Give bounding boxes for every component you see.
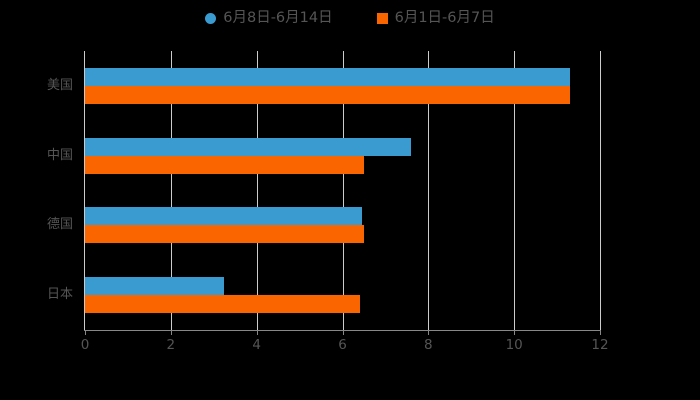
y-axis-category-labels: 美国 中国 德国 日本	[0, 51, 73, 330]
x-tick-label-4: 4	[252, 337, 261, 353]
bar-0-series-2[interactable]	[85, 85, 570, 104]
x-tick-label-6: 6	[338, 337, 347, 353]
y-axis-label-0: 美国	[46, 77, 73, 93]
bar-group-2	[85, 207, 600, 244]
gridline-6	[342, 51, 344, 330]
bar-0-series-1[interactable]	[85, 67, 570, 86]
x-tick-label-10: 10	[505, 337, 523, 353]
bar-2-series-1[interactable]	[85, 207, 362, 226]
gridline-10	[514, 51, 516, 330]
bar-3-series-2[interactable]	[85, 295, 360, 314]
legend-label-series-1: 6月8日-6月14日	[223, 9, 333, 26]
x-tick-8	[428, 330, 430, 335]
y-axis-label-1: 中国	[46, 147, 73, 163]
gridline-4	[256, 51, 258, 330]
legend-item-series-1[interactable]: 6月8日-6月14日	[205, 9, 333, 26]
gridline-8	[428, 51, 430, 330]
plot-area: 0 2 4 6 8 10 12	[81, 51, 609, 352]
gridline-2	[170, 51, 172, 330]
bar-1-series-1[interactable]	[85, 137, 412, 156]
x-tick-label-0: 0	[80, 337, 90, 353]
legend-circle-marker-icon	[205, 12, 217, 24]
x-tick-label-2: 2	[166, 337, 176, 353]
x-tick-4	[256, 330, 258, 335]
x-axis-line	[84, 330, 600, 331]
legend-square-marker-icon	[376, 12, 388, 24]
legend-label-series-2: 6月1日-6月7日	[394, 9, 495, 26]
bar-1-series-2[interactable]	[85, 155, 364, 174]
y-axis-line	[84, 51, 85, 330]
x-tick-label-12: 12	[591, 337, 609, 353]
x-tick-0	[85, 330, 86, 335]
bar-group-3	[85, 277, 600, 314]
x-tick-10	[514, 330, 516, 335]
legend-item-series-2[interactable]: 6月1日-6月7日	[376, 9, 495, 26]
bar-3-series-1[interactable]	[85, 277, 225, 296]
x-tick-2	[170, 330, 172, 335]
gridline-12	[600, 51, 601, 330]
x-tick-12	[600, 330, 601, 335]
y-axis-label-3: 日本	[46, 287, 73, 303]
bar-group-1	[85, 137, 600, 174]
bar-group-0	[85, 67, 600, 104]
y-axis-label-2: 德国	[46, 217, 73, 233]
x-tick-6	[342, 330, 344, 335]
x-tick-label-8: 8	[424, 337, 433, 353]
bar-2-series-2[interactable]	[85, 225, 364, 244]
chart-legend: 6月8日-6月14日 6月1日-6月7日	[0, 6, 700, 30]
